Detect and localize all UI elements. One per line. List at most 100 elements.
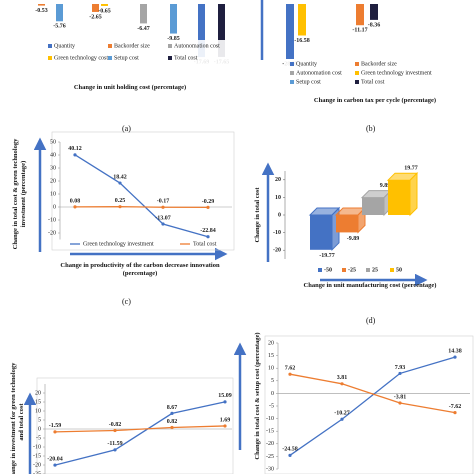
data-label: 0.82 [167,419,178,425]
data-point [170,425,174,430]
legend-swatch [108,56,112,60]
legend-swatch [290,80,294,84]
y-tick-label: -20 [266,441,274,447]
bar [101,4,108,6]
data-label: -7.62 [449,404,462,410]
y-tick-label: 50 [50,139,56,145]
y-tick-label: -25 [33,471,41,474]
legend-label: 50 [396,267,402,273]
y-axis-label: Change in total cost & green technology … [12,138,27,250]
data-point [53,430,57,434]
legend-swatch [290,71,294,75]
bar [336,215,358,233]
bar [298,4,306,36]
y-tick-label: 20 [275,177,281,183]
data-point [53,463,57,467]
legend-label: Quantity [54,43,75,49]
bar [388,180,410,215]
legend-swatch [355,71,359,75]
legend-label: Green technology investment [361,70,432,76]
legend-label: Backorder size [361,61,397,67]
y-tick-label: -5 [36,435,41,441]
plot-frame [36,377,234,474]
legend-swatch [168,56,172,60]
y-tick-label: 5 [38,417,41,423]
data-point [113,428,117,433]
data-point [398,371,402,376]
legend-swatch [48,44,52,48]
x-axis-label: Change in unit holding cost (percentage) [73,84,187,91]
data-label: -0.53 [35,8,48,14]
caption: (d) [366,316,376,325]
data-point [206,235,210,239]
caption: (a) [122,124,131,133]
bar [56,4,63,22]
data-label: -9.89 [347,236,360,242]
y-tick-label: 20 [50,178,56,184]
y-tick-label: 0 [53,204,56,210]
y-tick-label: -10 [33,444,41,450]
series-line [74,154,209,238]
data-label: -0.29 [202,199,215,205]
bar [310,215,332,250]
data-point [161,222,165,226]
legend-label: -50 [324,267,332,273]
data-label: 9.89 [380,183,391,189]
data-point [118,181,122,185]
data-point [161,205,165,209]
bar [198,4,205,58]
y-tick-label: -10 [273,230,281,236]
data-label: -0.17 [157,199,170,205]
y-tick-label: 40 [50,152,56,158]
data-point [288,453,292,457]
y-tick-label: 30 [50,165,56,171]
data-point [73,153,77,157]
data-label: -1.59 [49,423,62,429]
bar [170,4,177,34]
data-label: -13.07 [155,215,171,221]
y-axis-label: Change in investment for green technolog… [10,362,25,474]
y-tick-label: 0 [278,212,281,218]
data-label: 3.81 [337,375,348,381]
y-tick-label: -10 [48,217,56,223]
data-point [340,382,344,386]
y-tick-label: -5 [269,403,274,409]
legend-label: Autonomation cost [296,70,342,76]
legend-label: -25 [348,267,356,273]
bar [362,197,384,215]
data-label: -19.77 [319,253,335,259]
data-label: -0.82 [109,422,122,428]
data-label: -5.76 [53,24,66,30]
data-label: -16.58 [294,38,310,44]
y-axis-label: Change in total cost & setup cost (perce… [254,332,261,460]
data-point [170,411,174,415]
y-tick-label: 15 [35,399,41,405]
x-axis-label: Change in carbon tax per cycle (percenta… [313,97,437,104]
legend-label: Quantity [296,61,317,67]
legend-label: Total cost [361,79,385,85]
series-line [54,425,226,433]
y-tick-label: 10 [268,366,274,372]
data-label: 1.69 [220,417,231,423]
plot-frame [264,335,474,474]
y-tick-label: 15 [268,353,274,359]
y-tick-label: 10 [35,408,41,414]
data-label: -24.58 [282,447,298,453]
bar [38,4,45,6]
y-axis-label: Change in total cost [254,187,261,243]
y-tick-label: -10 [266,416,274,422]
data-label: -2.65 [89,14,102,20]
legend-label: Green technology investment [83,241,154,247]
data-label: 8.67 [167,405,178,411]
bar [286,4,294,60]
data-label: 19.77 [404,166,418,172]
data-label: 15.09 [218,393,232,399]
legend-swatch [48,56,52,60]
data-label: 14.38 [448,349,462,355]
data-label: 40.12 [68,146,82,152]
data-label: -3.81 [394,394,407,400]
data-label: -6.47 [137,26,150,32]
legend-swatch [290,62,294,66]
